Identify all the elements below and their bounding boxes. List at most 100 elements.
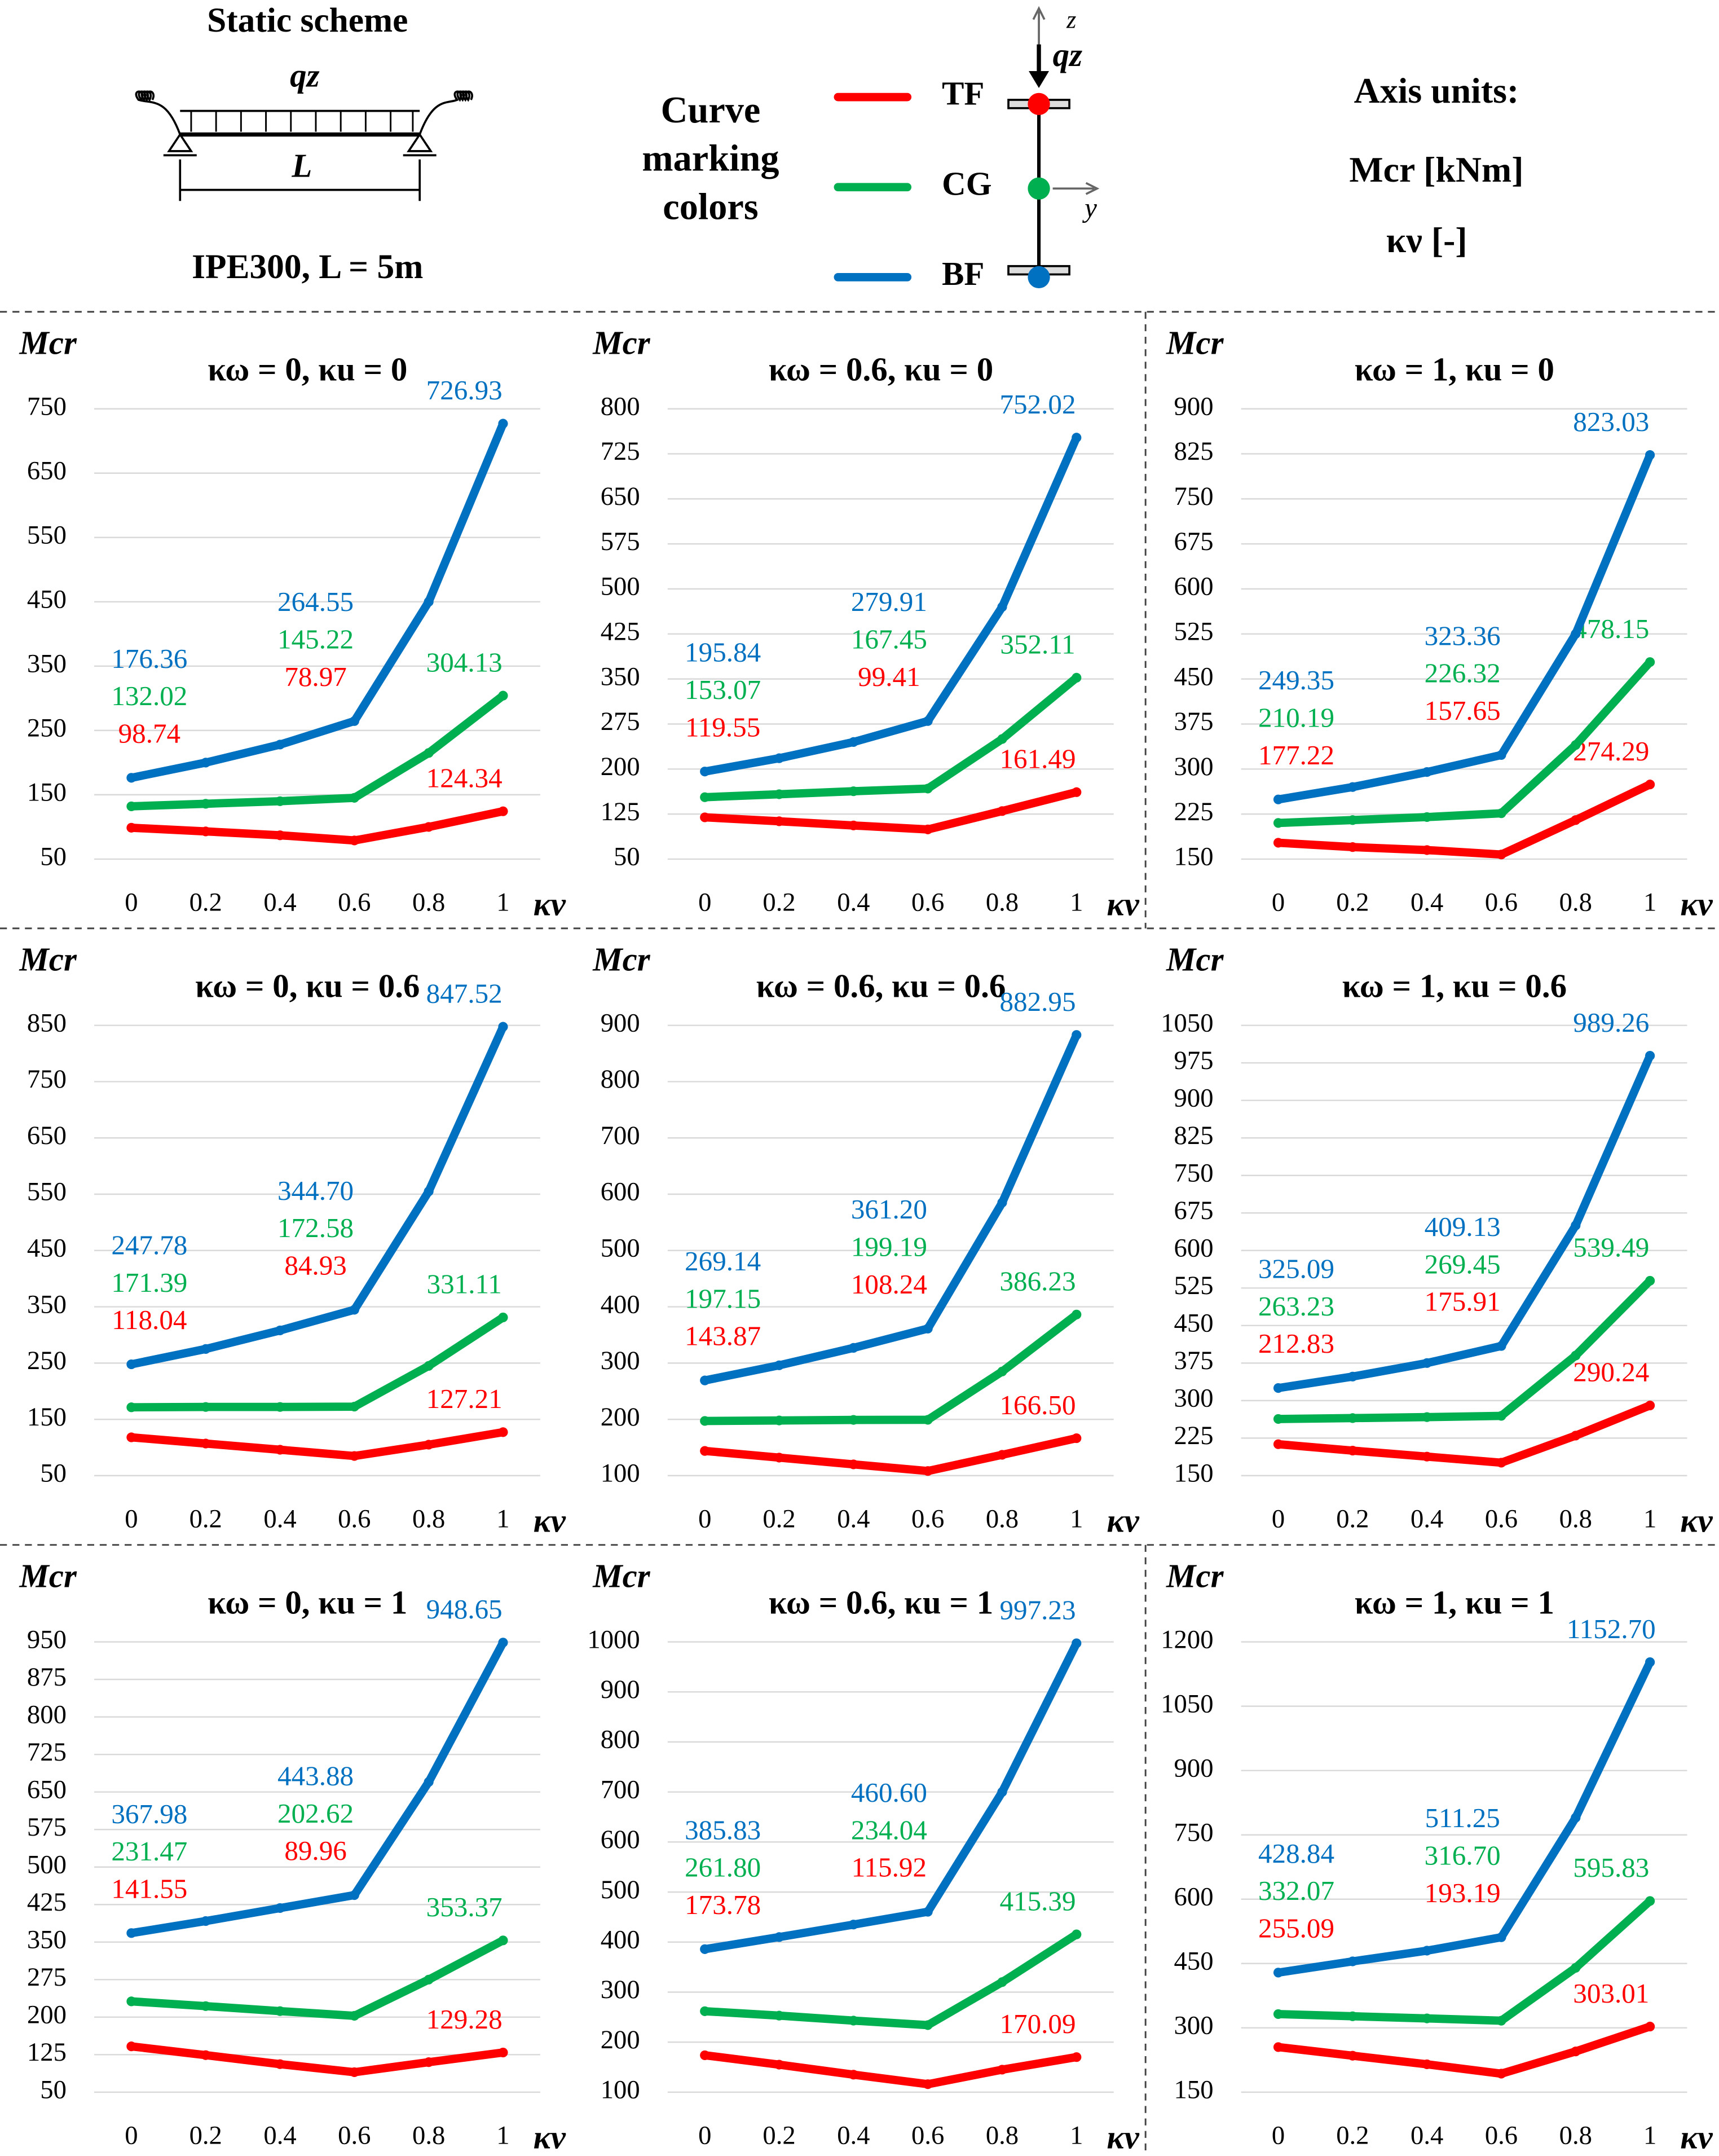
y-axis-label: Mcr	[1166, 1557, 1224, 1595]
data-label: 274.29	[1573, 736, 1649, 767]
data-label: 199.19	[851, 1231, 927, 1262]
data-label: 948.65	[426, 1594, 503, 1625]
y-tick-label: 350	[27, 1925, 67, 1954]
data-label: 279.91	[851, 586, 927, 617]
y-tick-label: 550	[27, 1177, 67, 1207]
data-label: 352.11	[1000, 629, 1075, 660]
data-point	[275, 1903, 285, 1913]
chart: Mcr κω = 0, κu = 0 50 150 250 350 450 550 650 750…	[19, 324, 566, 923]
data-point	[1072, 1929, 1082, 1939]
data-label: 173.78	[685, 1889, 761, 1920]
data-point	[1422, 1451, 1432, 1462]
data-point	[1422, 2059, 1432, 2070]
y-tick-label: 675	[1174, 1196, 1214, 1225]
y-units: Mcr [kNm]	[1349, 149, 1523, 190]
x-tick-label: 1	[1643, 1504, 1656, 1534]
data-point	[774, 789, 784, 799]
y-tick-label: 900	[601, 1008, 640, 1037]
chart: Mcr κω = 0, κu = 1 50 125 200 275 350 425 500 575…	[19, 1557, 566, 2156]
data-point	[774, 2010, 784, 2021]
series-line	[127, 1638, 508, 1938]
y-tick-label: 50	[614, 842, 640, 872]
data-point	[1422, 2013, 1432, 2023]
series-line	[127, 419, 508, 782]
y-tick-label: 400	[601, 1290, 640, 1319]
data-label: 269.45	[1425, 1248, 1501, 1279]
data-point	[498, 1427, 508, 1437]
series-line	[700, 1930, 1081, 2030]
data-point	[1645, 450, 1655, 460]
y-tick-label: 125	[601, 797, 640, 826]
y-tick-label: 650	[27, 456, 67, 485]
x-tick-label: 0.6	[1485, 888, 1518, 917]
data-point	[275, 740, 285, 750]
data-label: 197.15	[685, 1283, 761, 1314]
data-point	[1072, 787, 1082, 797]
separators	[0, 311, 1719, 2156]
y-tick-label: 50	[40, 842, 67, 872]
series-line	[1274, 1051, 1654, 1392]
x-tick-label: 0	[698, 1504, 711, 1534]
data-point	[923, 1907, 933, 1917]
y-tick-label: 375	[1174, 1346, 1214, 1375]
x-tick-label: 0	[1272, 1504, 1285, 1534]
series-line	[127, 1022, 508, 1369]
x-units: κν [-]	[1386, 220, 1467, 260]
x-tick-label: 0.6	[338, 1504, 371, 1534]
data-label: 303.01	[1573, 1978, 1649, 2009]
data-point	[126, 1359, 136, 1370]
data-point	[126, 773, 136, 783]
y-tick-label: 450	[1174, 1309, 1214, 1338]
x-axis-label: κν	[534, 885, 566, 922]
y-tick-label: 875	[27, 1662, 67, 1692]
data-label: 234.04	[851, 1814, 927, 1845]
data-point	[126, 2041, 136, 2052]
data-label: 269.14	[685, 1246, 761, 1277]
legend-label: TF	[942, 75, 984, 112]
series-line	[127, 2042, 508, 2076]
y-tick-label: 800	[601, 391, 640, 421]
x-tick-label: 0.8	[986, 2121, 1019, 2150]
data-label: 989.26	[1573, 1007, 1649, 1038]
data-label: 304.13	[426, 646, 503, 677]
x-tick-label: 0.2	[762, 2121, 795, 2150]
y-tick-label: 200	[601, 752, 640, 781]
y-tick-label: 250	[27, 1346, 67, 1375]
data-point	[774, 1360, 784, 1370]
data-point	[1496, 1341, 1506, 1351]
y-tick-label: 900	[1174, 391, 1214, 421]
data-point	[1571, 1812, 1581, 1823]
data-label: 231.47	[111, 1836, 187, 1867]
static-scheme	[135, 90, 473, 201]
chart-title: κω = 0.6, κu = 1	[769, 1583, 993, 1621]
data-label: 247.78	[111, 1230, 187, 1261]
data-label: 263.23	[1258, 1291, 1334, 1322]
data-point	[774, 1415, 784, 1425]
data-label: 153.07	[685, 674, 761, 705]
y-tick-label: 525	[1174, 617, 1214, 646]
x-tick-label: 0	[125, 888, 138, 917]
data-point	[1072, 1030, 1082, 1040]
x-tick-label: 0.8	[986, 888, 1019, 917]
data-label: 823.03	[1573, 406, 1649, 437]
data-point	[1072, 433, 1082, 443]
x-tick-label: 0	[1272, 888, 1285, 917]
data-label: 202.62	[277, 1798, 354, 1829]
data-point	[424, 597, 434, 607]
data-point	[498, 1935, 508, 1946]
data-label: 124.34	[426, 762, 503, 793]
data-point	[498, 2047, 508, 2058]
data-point	[349, 2010, 359, 2021]
data-label: 290.24	[1573, 1357, 1649, 1388]
y-tick-label: 350	[601, 662, 640, 691]
data-point	[700, 767, 710, 777]
data-label: 539.49	[1573, 1232, 1649, 1263]
chart-title: κω = 0, κu = 0.6	[195, 967, 420, 1004]
data-point	[1422, 1358, 1432, 1368]
axis-units-title: Axis units:	[1354, 71, 1519, 111]
legend-label: CG	[942, 165, 991, 202]
data-point	[923, 1466, 933, 1476]
data-label: 98.74	[118, 718, 181, 749]
data-point	[997, 602, 1007, 612]
data-label: 344.70	[277, 1175, 354, 1206]
